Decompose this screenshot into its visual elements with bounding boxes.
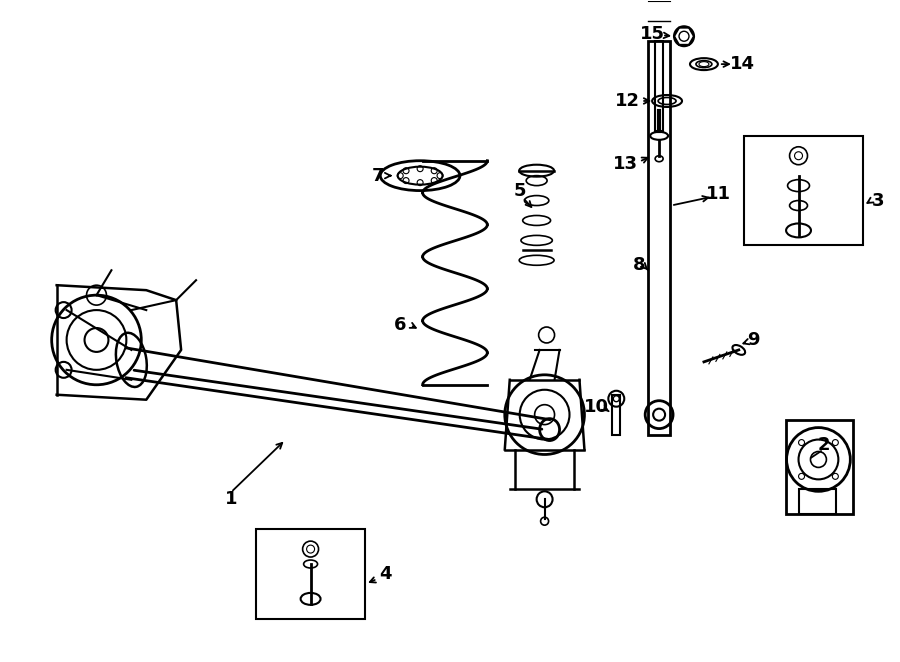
Bar [612, 395, 620, 434]
Text: 1: 1 [225, 491, 238, 508]
Text: 4: 4 [379, 565, 392, 583]
Bar [786, 420, 853, 514]
Text: 11: 11 [706, 185, 732, 203]
Text: 6: 6 [394, 316, 407, 334]
Text: 13: 13 [613, 155, 638, 173]
Text: 8: 8 [633, 256, 645, 274]
Bar [743, 136, 863, 246]
Text: 3: 3 [872, 191, 885, 210]
Text: 12: 12 [615, 92, 640, 110]
Bar [256, 529, 365, 619]
Text: 9: 9 [748, 331, 760, 349]
Bar [798, 489, 836, 514]
Text: 7: 7 [372, 167, 384, 185]
Text: 14: 14 [730, 55, 755, 73]
Bar [648, 41, 670, 434]
Bar [655, 41, 663, 131]
Text: 5: 5 [514, 181, 526, 199]
Text: 15: 15 [640, 25, 664, 43]
Text: 2: 2 [817, 436, 830, 453]
Text: 10: 10 [584, 398, 609, 416]
